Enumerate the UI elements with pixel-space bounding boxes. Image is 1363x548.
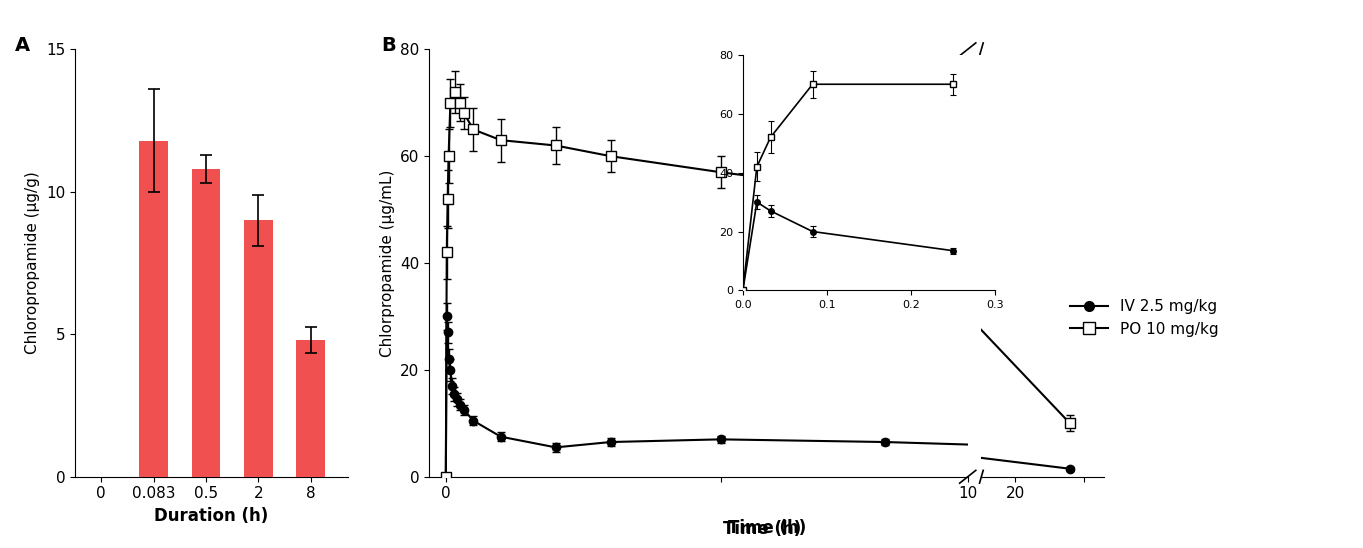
Y-axis label: Chloropropamide (μg/g): Chloropropamide (μg/g) (26, 172, 41, 355)
Bar (244, 220, 273, 477)
Text: A: A (15, 37, 30, 55)
Bar (297, 340, 326, 477)
Legend: IV 2.5 mg/kg, PO 10 mg/kg: IV 2.5 mg/kg, PO 10 mg/kg (1065, 293, 1225, 342)
X-axis label: Duration (h): Duration (h) (154, 507, 269, 525)
Text: B: B (380, 37, 395, 55)
Bar (139, 140, 168, 477)
Bar (192, 169, 221, 477)
Y-axis label: Chlorpropamide (μg/mL): Chlorpropamide (μg/mL) (380, 169, 395, 357)
Text: Time (h): Time (h) (724, 520, 801, 538)
Text: Time (h): Time (h) (728, 519, 806, 537)
